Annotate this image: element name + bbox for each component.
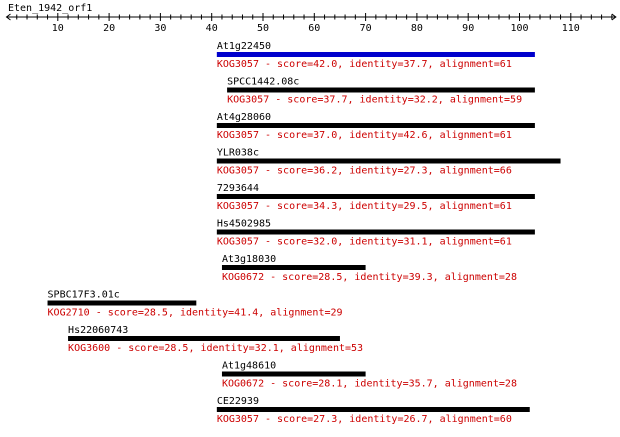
query-title: Eten_1942_orf1 [8, 3, 92, 14]
axis-tick-label: 80 [411, 23, 423, 34]
hit-name[interactable]: At1g48610 [222, 361, 276, 372]
hit-bar[interactable] [216, 194, 535, 199]
hit-bar[interactable] [216, 123, 535, 128]
hit-row: 7293644 KOG3057 - score=34.3, identity=29… [216, 183, 535, 212]
axis-tick-label: 10 [52, 23, 64, 34]
hit-detail[interactable]: KOG3057 - score=36.2, identity=27.3, ali… [217, 166, 512, 177]
axis-tick-label: 90 [462, 23, 474, 34]
hit-bar[interactable] [221, 371, 366, 377]
hit-bar[interactable] [68, 336, 340, 341]
hit-bar[interactable] [216, 407, 530, 412]
hit-name[interactable]: At3g18030 [222, 254, 276, 265]
hit-name[interactable]: Hs22060743 [68, 325, 128, 336]
hit-bar[interactable] [227, 87, 535, 93]
hit-row: Hs4502985 KOG3057 - score=32.0, identity=… [216, 219, 535, 248]
hit-bar[interactable] [216, 158, 561, 164]
hit-bar[interactable] [47, 300, 197, 306]
hit-row: Hs22060743 KOG3600 - score=28.5, identity… [68, 325, 363, 354]
hit-row: At3g18030 KOG0672 - score=28.5, identity=… [221, 254, 517, 283]
hit-row: YLR038c KOG3057 - score=36.2, identity=27… [216, 148, 561, 177]
hit-name[interactable]: At1g22450 [217, 41, 271, 52]
query-axis: Eten_1942_orf1 10 20 30 40 50 60 70 80 90 100 110 [5, 3, 617, 34]
hit-detail[interactable]: KOG0672 - score=28.5, identity=39.3, ali… [222, 272, 517, 283]
hit-detail[interactable]: KOG3057 - score=27.3, identity=26.7, ali… [217, 414, 512, 425]
hit-detail[interactable]: KOG3057 - score=34.3, identity=29.5, ali… [217, 201, 512, 212]
hit-row: SPBC17F3.01c KOG2710 - score=28.5, identi… [47, 290, 343, 319]
hit-detail[interactable]: KOG2710 - score=28.5, identity=41.4, ali… [48, 308, 343, 319]
hit-bar[interactable] [216, 229, 535, 235]
hit-row: CE22939 KOG3057 - score=27.3, identity=26… [216, 396, 530, 425]
hit-name[interactable]: CE22939 [217, 396, 259, 407]
axis-tick-label: 20 [103, 23, 115, 34]
axis-tick-label: 60 [308, 23, 320, 34]
hit-name[interactable]: 7293644 [217, 183, 259, 194]
hit-detail[interactable]: KOG3600 - score=28.5, identity=32.1, ali… [68, 343, 363, 354]
axis-left-arrow [5, 13, 11, 21]
axis-tick-label: 50 [257, 23, 269, 34]
hit-detail[interactable]: KOG0672 - score=28.1, identity=35.7, ali… [222, 379, 517, 390]
hit-detail[interactable]: KOG3057 - score=42.0, identity=37.7, ali… [217, 59, 512, 70]
hit-row: SPCC1442.08c KOG3057 - score=37.7, identi… [227, 77, 535, 106]
axis-tick-label: 110 [562, 23, 580, 34]
hit-name[interactable]: SPBC17F3.01c [48, 290, 120, 301]
axis-tick-label: 100 [510, 23, 528, 34]
hit-bar-highlighted[interactable] [216, 52, 535, 57]
hit-detail[interactable]: KOG3057 - score=32.0, identity=31.1, ali… [217, 237, 512, 248]
hit-row: At4g28060 KOG3057 - score=37.0, identity=… [216, 112, 535, 141]
hit-bar[interactable] [221, 265, 366, 270]
axis-tick-label: 40 [206, 23, 218, 34]
hit-row: At1g48610 KOG0672 - score=28.1, identity=… [221, 361, 517, 390]
hit-name[interactable]: Hs4502985 [217, 219, 271, 230]
hit-row: At1g22450 KOG3057 - score=42.0, identity=… [216, 41, 535, 70]
hit-name[interactable]: SPCC1442.08c [227, 77, 299, 88]
axis-tick-label: 70 [360, 23, 372, 34]
hit-list: At1g22450 KOG3057 - score=42.0, identity=… [47, 41, 561, 425]
hit-name[interactable]: YLR038c [217, 148, 259, 159]
axis-right-arrow [611, 13, 617, 21]
hit-name[interactable]: At4g28060 [217, 112, 271, 123]
hit-detail[interactable]: KOG3057 - score=37.7, identity=32.2, ali… [227, 95, 522, 106]
hit-detail[interactable]: KOG3057 - score=37.0, identity=42.6, ali… [217, 130, 512, 141]
axis-tick-label: 30 [154, 23, 166, 34]
